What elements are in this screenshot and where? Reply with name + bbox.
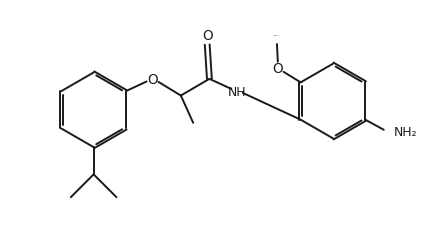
Text: O: O — [273, 62, 283, 76]
Text: NH₂: NH₂ — [393, 126, 417, 139]
Text: methoxy: methoxy — [274, 35, 280, 36]
Text: O: O — [147, 72, 158, 86]
Text: NH: NH — [227, 85, 246, 98]
Text: O: O — [202, 29, 213, 43]
